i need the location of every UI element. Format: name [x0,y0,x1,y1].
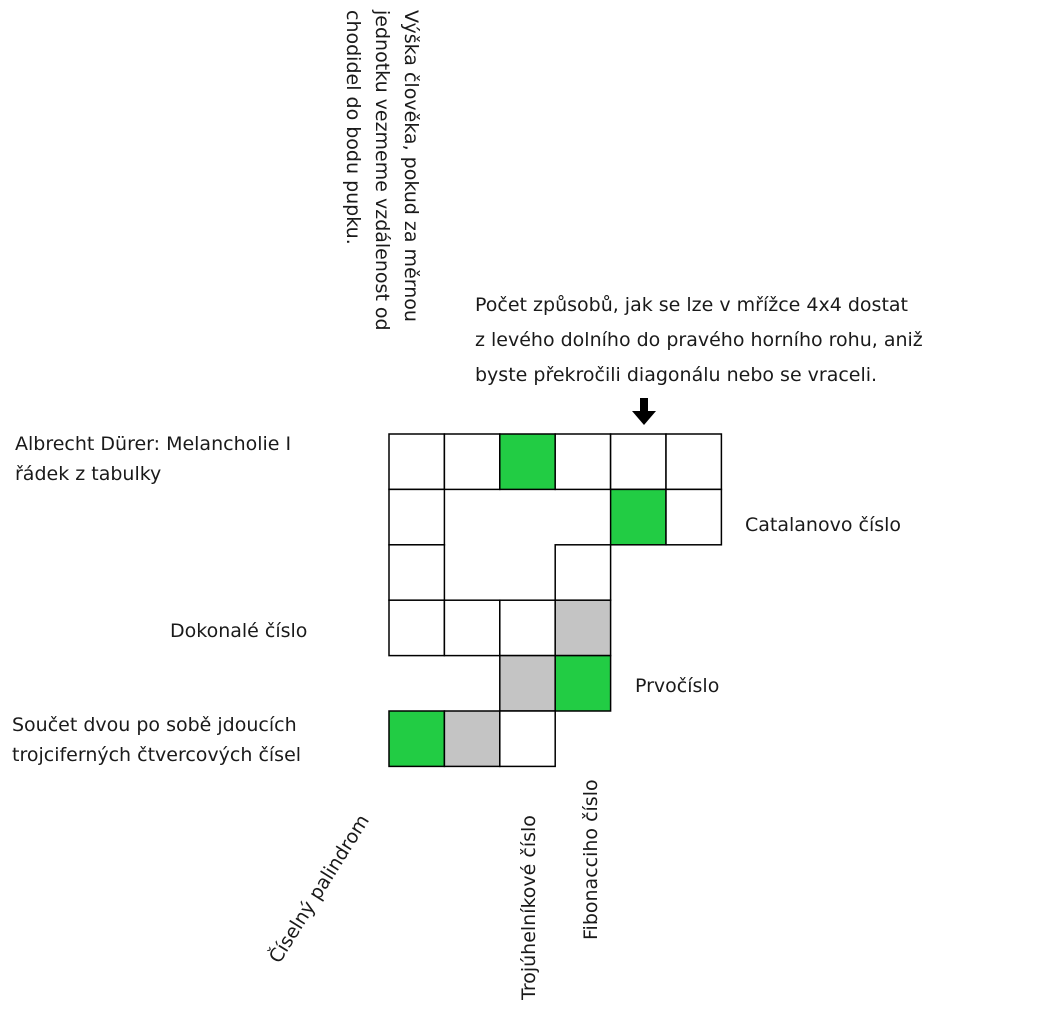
catalan-paths-clue-line-1: Počet způsobů, jak se lze v mřížce 4x4 d… [475,294,909,316]
grid-cell-empty [554,433,612,491]
grid-cell-empty [665,433,723,491]
grid-cell-empty [499,599,556,657]
grid-cell-filled [499,433,556,491]
grid-cell-empty [388,544,446,601]
catalan-paths-clue: Počet způsobů, jak se lze v mřížce 4x4 d… [475,288,923,393]
grid-cell-shaded [499,654,556,712]
catalan-paths-clue-line-3: byste překročili diagonálu nebo se vrace… [475,364,878,386]
grid-cell-empty [388,488,446,546]
grid-cell-empty [665,488,723,546]
grid-cell-shaded [554,599,612,657]
durer-clue: Albrecht Dürer: Melancholie I řádek z ta… [15,429,291,489]
grid-cell-filled [388,710,446,768]
grid-cell-empty [554,544,612,601]
grid-cell-empty [443,433,501,491]
grid-cell-empty [388,433,446,491]
triangular-number-clue: Trojúhelníkové číslo [518,815,540,1000]
arrow-down-icon [632,398,656,425]
grid-cell-empty [499,710,556,768]
grid-cell-filled [609,488,667,546]
perfect-number-clue: Dokonalé číslo [170,620,308,642]
squares-sum-clue: Součet dvou po sobě jdoucích trojciferný… [12,710,301,770]
height-clue-line-3: chodidel do bodu pupku. [342,10,364,245]
height-clue-line-2: jednotku vezmeme vzdálenost od [371,10,393,331]
height-clue-line-1: Výška člověka, pokud za měrnou [400,10,422,322]
durer-clue-line-1: Albrecht Dürer: Melancholie I [15,433,292,455]
grid-cell-filled [554,654,612,712]
catalan-paths-clue-line-2: z levého dolního do pravého horního rohu… [475,329,923,351]
grid-cell-empty [388,599,446,657]
durer-clue-line-2: řádek z tabulky [15,463,162,485]
catalan-clue: Catalanovo číslo [745,514,902,536]
prime-clue: Prvočíslo [635,675,720,697]
grid-cell-shaded [443,710,501,768]
fibonacci-number-clue: Fibonacciho číslo [580,779,602,940]
squares-sum-clue-line-1: Součet dvou po sobě jdoucích [12,714,297,736]
grid-cell-empty [443,599,501,657]
grid-cell-empty [609,433,667,491]
height-clue: Výška člověka, pokud za měrnou jednotku … [338,10,425,331]
squares-sum-clue-line-2: trojciferných čtvercových čísel [12,744,302,766]
